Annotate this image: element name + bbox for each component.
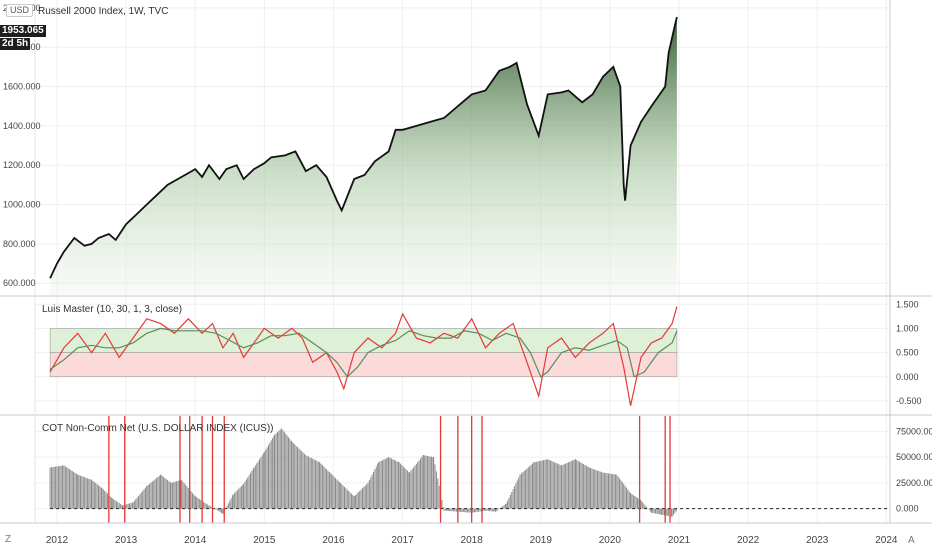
time-label-2013: 2013 [115,535,138,546]
currency-badge[interactable]: USD [6,4,34,17]
time-label-2020: 2020 [599,535,622,546]
y-tick-label: 1200.000 [3,160,41,170]
y-tick-label: 1600.000 [3,82,41,92]
time-label-2015: 2015 [253,535,276,546]
price-pane [49,16,678,295]
y-tick-label: 25000.000 [896,478,932,488]
time-label-2017: 2017 [391,535,414,546]
time-label-2018: 2018 [461,535,484,546]
y-tick-label: -0.500 [896,396,922,406]
y-tick-label: 800.000 [3,239,36,249]
last-price-badge: 1953.065 [0,25,46,37]
time-label-2012: 2012 [46,535,69,546]
countdown-badge: 2d 5h [0,38,31,50]
time-label-2024: 2024 [875,535,898,546]
y-tick-label: 600.000 [3,278,36,288]
cot-pane-title: COT Non-Comm Net (U.S. DOLLAR INDEX (ICU… [42,423,274,434]
y-tick-label: 0.000 [896,372,919,382]
price-area-fill [50,17,677,295]
y-tick-label: 1000.000 [3,200,41,210]
log-scale-toggle[interactable]: Z [5,534,12,545]
time-label-2022: 2022 [737,535,760,546]
auto-scale-toggle[interactable]: A [908,535,915,546]
y-tick-label: 1400.000 [3,121,41,131]
price-line [49,16,678,279]
time-label-2021: 2021 [668,535,691,546]
oscillator-band-1 [49,352,678,378]
oscillator-pane [49,306,678,406]
time-label-2019: 2019 [530,535,553,546]
y-tick-label: 1.500 [896,299,919,309]
y-tick-label: 0.500 [896,348,919,358]
time-label-2014: 2014 [184,535,207,546]
y-tick-label: 1.000 [896,323,919,333]
time-label-2016: 2016 [322,535,345,546]
y-tick-label: 75000.000 [896,426,932,436]
y-tick-label: 50000.000 [896,452,932,462]
price-pane-title: Russell 2000 Index, 1W, TVC [38,6,169,17]
oscillator-pane-title: Luis Master (10, 30, 1, 3, close) [42,304,183,315]
cot-pane [49,416,890,523]
oscillator-line-slow [49,327,678,378]
y-tick-label: 0.000 [896,504,919,514]
time-label-2023: 2023 [806,535,829,546]
